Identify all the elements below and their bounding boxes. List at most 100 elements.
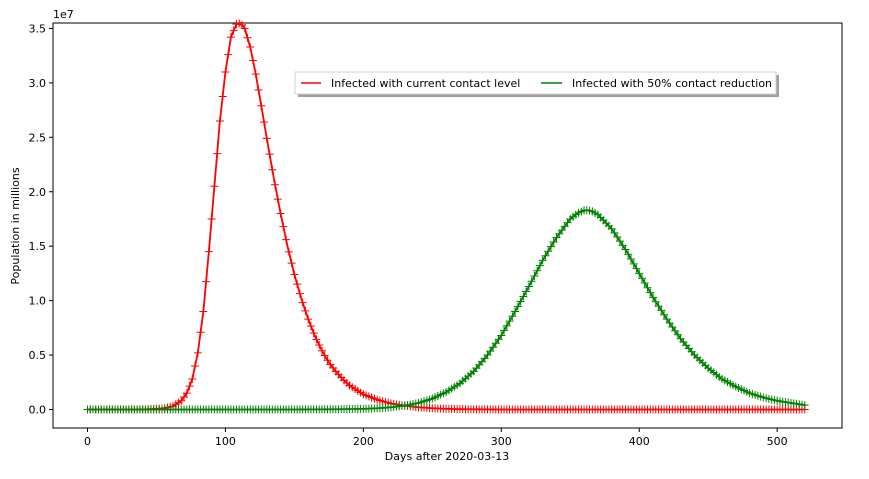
series-point xyxy=(243,33,252,42)
series-point xyxy=(182,389,191,398)
series-point xyxy=(524,282,533,291)
series-point xyxy=(615,237,624,246)
series-point xyxy=(226,33,235,42)
series-point xyxy=(649,293,658,302)
series-1 xyxy=(83,206,809,414)
series-point xyxy=(546,242,555,251)
series-point xyxy=(522,287,531,296)
series-point xyxy=(621,245,630,254)
series-point xyxy=(295,289,304,298)
series-point xyxy=(196,328,205,337)
series-point xyxy=(268,165,277,174)
series-point xyxy=(215,116,224,125)
series-point xyxy=(185,382,194,391)
series-point xyxy=(254,85,263,94)
legend-box xyxy=(294,71,777,95)
y-tick-label: 3.0 xyxy=(29,77,47,90)
y-axis: 0.0 0.5 1.0 1.5 2.0 2.5 3.0 3.5 xyxy=(29,22,53,416)
series-point xyxy=(530,272,539,281)
series-point xyxy=(202,277,211,286)
x-axis-label: Days after 2020-03-13 xyxy=(385,450,509,463)
series-point xyxy=(320,351,329,360)
series-point xyxy=(624,250,633,259)
series-point xyxy=(632,264,641,273)
series-point xyxy=(513,302,522,311)
series-point xyxy=(298,298,307,307)
series-point xyxy=(643,283,652,292)
series-point xyxy=(210,182,219,191)
legend-label-current: Infected with current contact level xyxy=(331,77,520,90)
series-point xyxy=(315,341,324,350)
series-point xyxy=(516,297,525,306)
series-point xyxy=(276,209,285,218)
series-point xyxy=(251,70,260,79)
series-point xyxy=(240,24,249,33)
series-point xyxy=(323,356,332,365)
series-point xyxy=(309,329,318,338)
series-point xyxy=(260,118,269,127)
series-point xyxy=(293,280,302,289)
series-point xyxy=(224,50,233,59)
legend-label-reduced: Infected with 50% contact reduction xyxy=(572,77,772,90)
series-point xyxy=(535,261,544,270)
series-point xyxy=(290,270,299,279)
x-tick-label: 400 xyxy=(629,435,650,448)
y-multiplier-label: 1e7 xyxy=(53,8,74,21)
series-point xyxy=(629,259,638,268)
series-layer xyxy=(83,19,809,414)
series-point xyxy=(273,195,282,204)
x-tick-label: 500 xyxy=(767,435,788,448)
series-point xyxy=(218,92,227,101)
series-point xyxy=(502,321,511,330)
series-point xyxy=(544,247,553,256)
series-point xyxy=(193,348,202,357)
x-tick-label: 200 xyxy=(353,435,374,448)
series-point xyxy=(646,288,655,297)
series-point xyxy=(519,292,528,301)
series-point xyxy=(271,180,280,189)
y-tick-label: 2.0 xyxy=(29,186,47,199)
y-tick-label: 1.0 xyxy=(29,295,47,308)
series-point xyxy=(618,241,627,250)
series-point xyxy=(637,274,646,283)
series-point xyxy=(301,306,310,315)
series-point xyxy=(312,335,321,344)
series-point xyxy=(257,101,266,110)
y-tick-label: 2.5 xyxy=(29,131,47,144)
series-point xyxy=(657,306,666,315)
series-point xyxy=(246,42,255,51)
series-point xyxy=(500,326,509,335)
series-point xyxy=(508,312,517,321)
series-point xyxy=(800,401,809,410)
series-point xyxy=(651,297,660,306)
x-axis: 0 100 200 300 400 500 xyxy=(84,428,788,448)
series-point xyxy=(282,235,291,244)
series-point xyxy=(229,26,238,35)
series-point xyxy=(284,247,293,256)
x-tick-label: 0 xyxy=(84,435,91,448)
series-point xyxy=(304,315,313,324)
series-point xyxy=(207,214,216,223)
series-point xyxy=(549,238,558,247)
y-tick-label: 1.5 xyxy=(29,240,47,253)
series-point xyxy=(204,247,213,256)
series-point xyxy=(221,67,230,76)
series-point xyxy=(213,149,222,158)
series-point xyxy=(306,322,315,331)
series-point xyxy=(654,302,663,311)
series-point xyxy=(279,222,288,231)
series-point xyxy=(249,56,258,65)
series-point xyxy=(635,269,644,278)
series-point xyxy=(660,310,669,319)
legend: Infected with current contact level Infe… xyxy=(294,71,779,97)
series-point xyxy=(511,307,520,316)
x-tick-label: 300 xyxy=(491,435,512,448)
y-tick-label: 0.5 xyxy=(29,349,47,362)
series-point xyxy=(262,134,271,143)
y-tick-label: 3.5 xyxy=(29,22,47,35)
series-point xyxy=(191,361,200,370)
series-point xyxy=(640,278,649,287)
series-point xyxy=(188,375,197,384)
